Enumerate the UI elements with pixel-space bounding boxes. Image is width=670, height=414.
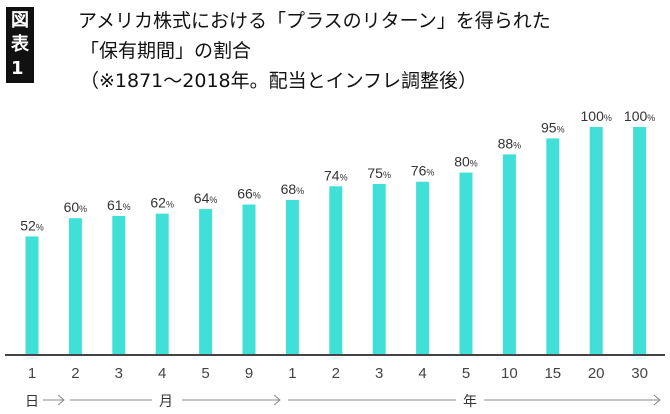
chart-title: アメリカ株式における「プラスのリターン」を得られた xyxy=(78,10,551,32)
x-tick-label: 10 xyxy=(501,365,518,382)
bar xyxy=(329,186,343,355)
data-label: 74% xyxy=(324,167,348,183)
bar xyxy=(155,213,169,355)
data-label: 88% xyxy=(498,135,522,151)
bar xyxy=(589,127,603,355)
x-tick-label: 2 xyxy=(332,365,340,382)
bar xyxy=(459,172,473,355)
x-tick-label: 3 xyxy=(375,365,383,382)
x-tick-label: 5 xyxy=(462,365,470,382)
x-tick-label: 3 xyxy=(115,365,123,382)
x-tick-label: 1 xyxy=(28,365,36,382)
bar xyxy=(112,215,126,355)
x-tick-label: 1 xyxy=(288,365,296,382)
x-tick-label: 5 xyxy=(201,365,209,382)
bar xyxy=(25,236,39,355)
bar xyxy=(199,209,213,355)
x-tick-label: 15 xyxy=(544,365,561,382)
data-label: 52% xyxy=(20,217,44,233)
x-tick-label: 2 xyxy=(71,365,79,382)
x-tick-label: 4 xyxy=(418,365,426,382)
unit-arrow-head xyxy=(57,394,65,406)
unit-arrow-head xyxy=(273,394,281,406)
data-label: 66% xyxy=(237,186,261,202)
bar xyxy=(242,204,256,355)
x-tick-label: 4 xyxy=(158,365,166,382)
unit-label: 年 xyxy=(463,394,477,410)
data-label: 75% xyxy=(367,165,391,181)
chart-subtitle: （※1871〜2018年。配当とインフレ調整後） xyxy=(80,70,478,92)
data-label: 62% xyxy=(150,195,174,211)
data-label: 76% xyxy=(411,163,435,179)
data-label: 80% xyxy=(454,154,478,170)
data-label: 100% xyxy=(624,108,655,124)
x-tick-label: 30 xyxy=(631,365,648,382)
bar xyxy=(416,181,430,355)
unit-label: 日 xyxy=(25,394,39,410)
bar xyxy=(68,218,82,355)
bar xyxy=(372,184,386,355)
chart-title-line2: 「保有期間」の割合 xyxy=(80,40,252,62)
x-tick-label: 20 xyxy=(588,365,605,382)
bar xyxy=(633,127,647,355)
data-label: 68% xyxy=(281,181,305,197)
data-label: 61% xyxy=(107,197,131,213)
unit-label: 月 xyxy=(159,394,173,410)
bar xyxy=(546,138,560,355)
data-label: 100% xyxy=(581,108,612,124)
unit-arrow-head xyxy=(653,394,661,406)
x-tick-label: 9 xyxy=(245,365,253,382)
bar xyxy=(285,199,299,355)
data-label: 64% xyxy=(194,190,218,206)
data-label: 60% xyxy=(64,199,88,215)
bar xyxy=(502,154,516,355)
data-label: 95% xyxy=(541,119,565,135)
figure-badge: 図表1 xyxy=(6,7,34,83)
